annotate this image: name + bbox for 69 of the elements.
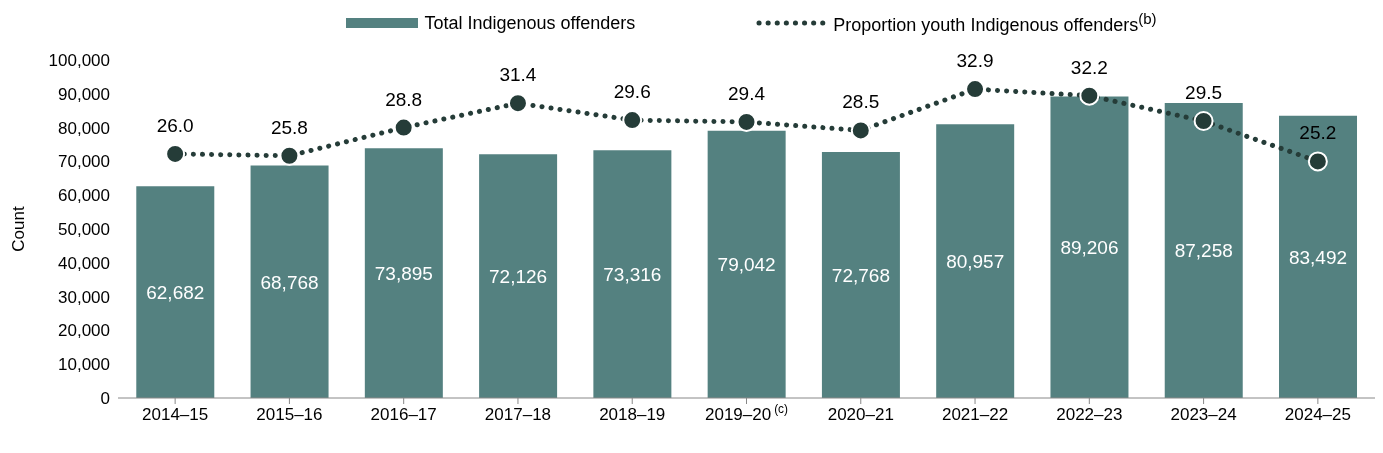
data-label: 73,316: [603, 263, 662, 285]
data-label: 28.8: [385, 88, 423, 110]
y-tick-label: 80,000: [58, 118, 110, 138]
y-tick-label: 10,000: [58, 355, 110, 375]
point: [1079, 85, 1100, 106]
bar: [1050, 96, 1129, 398]
data-label: 29.4: [728, 82, 766, 104]
data-label: 32.9: [956, 50, 994, 72]
x-tick-label: 2019–20$^{(c)}$: [704, 402, 789, 424]
data-label: 89,206: [1060, 236, 1119, 258]
data-label: 80,957: [946, 250, 1005, 272]
point: [850, 120, 871, 141]
legend-label: Proportion youth Indigenous offenders$^{(b)}$: [833, 10, 1157, 36]
data-label: 62,682: [146, 281, 205, 303]
bar: [250, 165, 329, 398]
bar: [364, 148, 443, 398]
data-label: 73,895: [374, 262, 433, 284]
point: [736, 111, 757, 132]
y-tick-label: 30,000: [58, 287, 110, 307]
y-tick-label: 60,000: [58, 186, 110, 206]
y-tick-label: 90,000: [58, 84, 110, 104]
x-tick-label: 2022–23: [1056, 405, 1123, 424]
data-label: 32.2: [1070, 56, 1108, 78]
y-tick-label: 100,000: [48, 51, 110, 71]
x-tick-label: 2015–16: [256, 405, 323, 424]
data-label: 68,768: [260, 271, 319, 293]
data-label: 87,258: [1174, 240, 1233, 262]
data-label: 72,126: [489, 265, 548, 287]
x-tick-label: 2014–15: [142, 405, 209, 424]
point: [1307, 151, 1328, 172]
y-tick-label: 70,000: [58, 152, 110, 172]
point: [507, 93, 528, 114]
bar: [136, 186, 215, 398]
data-label: 83,492: [1288, 246, 1348, 268]
x-tick-label: 2023–24: [1170, 405, 1237, 424]
y-tick-label: 50,000: [58, 220, 110, 240]
legend-label: Total Indigenous offenders: [424, 12, 636, 34]
x-tick-label: 2020–21: [827, 405, 894, 424]
data-label: 25.2: [1299, 122, 1337, 144]
data-label: 28.5: [842, 91, 880, 113]
point: [622, 110, 643, 131]
data-label: 29.6: [613, 81, 651, 103]
y-tick-label: 0: [100, 389, 110, 409]
y-axis-title: Count: [9, 206, 29, 252]
y-tick-label: 20,000: [58, 321, 110, 341]
data-label: 79,042: [717, 254, 776, 276]
point: [965, 79, 986, 100]
y-tick-label: 40,000: [58, 253, 110, 273]
x-tick-label: 2024–25: [1284, 405, 1351, 424]
bar: [707, 130, 786, 398]
data-label: 29.5: [1185, 82, 1223, 104]
point: [165, 143, 186, 164]
point: [279, 145, 300, 166]
x-tick-label: 2018–19: [599, 405, 666, 424]
x-tick-label: 2016–17: [370, 405, 437, 424]
bar: [936, 124, 1015, 398]
x-tick-label: 2021–22: [941, 405, 1009, 424]
data-label: 26.0: [156, 114, 194, 136]
x-tick-label: 2017–18: [484, 405, 552, 424]
bar: [1279, 115, 1358, 398]
data-label: 31.4: [499, 64, 537, 86]
bar: [479, 154, 558, 398]
bar: [593, 150, 672, 398]
bar: [1164, 103, 1243, 398]
data-label: 72,768: [831, 264, 890, 286]
point: [1193, 111, 1214, 132]
point: [393, 117, 414, 138]
bar: [821, 152, 900, 398]
data-label: 25.8: [270, 116, 308, 138]
